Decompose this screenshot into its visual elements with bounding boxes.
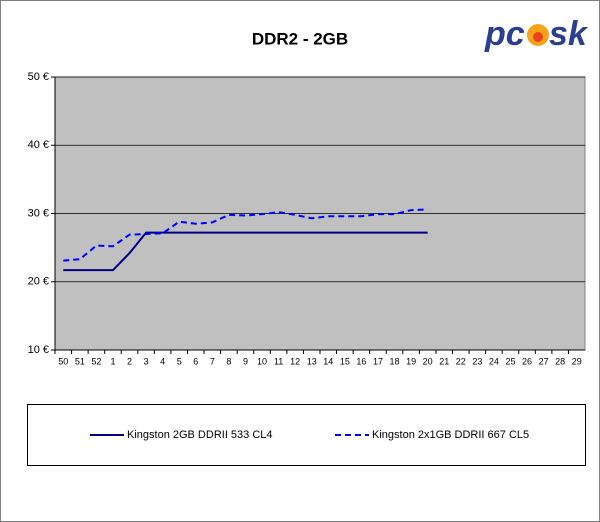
x-tick-label: 4	[160, 356, 165, 366]
x-tick-label: 50	[58, 356, 68, 366]
y-tick-label: 30 €	[28, 207, 49, 219]
x-tick-label: 27	[539, 356, 549, 366]
logo-text: pc	[484, 15, 525, 53]
x-tick-label: 21	[439, 356, 449, 366]
x-tick-label: 23	[472, 356, 482, 366]
x-tick-label: 28	[555, 356, 565, 366]
x-tick-label: 51	[75, 356, 85, 366]
chart-title: DDR2 - 2GB	[252, 29, 348, 48]
logo-flame-core	[533, 32, 543, 42]
x-tick-label: 6	[193, 356, 198, 366]
x-tick-label: 26	[522, 356, 532, 366]
x-tick-label: 12	[290, 356, 300, 366]
x-tick-label: 18	[390, 356, 400, 366]
y-tick-label: 10 €	[28, 344, 49, 356]
y-tick-label: 50 €	[28, 71, 49, 83]
legend-label: Kingston 2GB DDRII 533 CL4	[127, 429, 273, 441]
x-tick-label: 19	[406, 356, 416, 366]
x-tick-label: 17	[373, 356, 383, 366]
x-tick-label: 2	[127, 356, 132, 366]
x-tick-label: 13	[307, 356, 317, 366]
logo: pc sk	[484, 15, 589, 53]
x-tick-label: 14	[323, 356, 333, 366]
legend-label: Kingston 2x1GB DDRII 667 CL5	[372, 429, 529, 441]
logo-text: sk	[549, 15, 589, 53]
x-tick-label: 29	[572, 356, 582, 366]
x-tick-label: 9	[243, 356, 248, 366]
x-tick-label: 1	[110, 356, 115, 366]
x-tick-label: 15	[340, 356, 350, 366]
x-tick-label: 22	[456, 356, 466, 366]
x-tick-label: 52	[91, 356, 101, 366]
x-tick-label: 10	[257, 356, 267, 366]
x-tick-label: 25	[505, 356, 515, 366]
y-tick-label: 40 €	[28, 139, 49, 151]
x-tick-label: 16	[356, 356, 366, 366]
x-tick-label: 5	[177, 356, 182, 366]
y-tick-label: 20 €	[28, 276, 49, 288]
x-tick-label: 20	[423, 356, 433, 366]
x-tick-label: 24	[489, 356, 499, 366]
x-tick-label: 11	[274, 356, 283, 366]
x-tick-label: 7	[210, 356, 215, 366]
x-tick-label: 3	[144, 356, 149, 366]
x-tick-label: 8	[226, 356, 231, 366]
legend-box	[27, 404, 586, 466]
series-line	[63, 231, 428, 272]
